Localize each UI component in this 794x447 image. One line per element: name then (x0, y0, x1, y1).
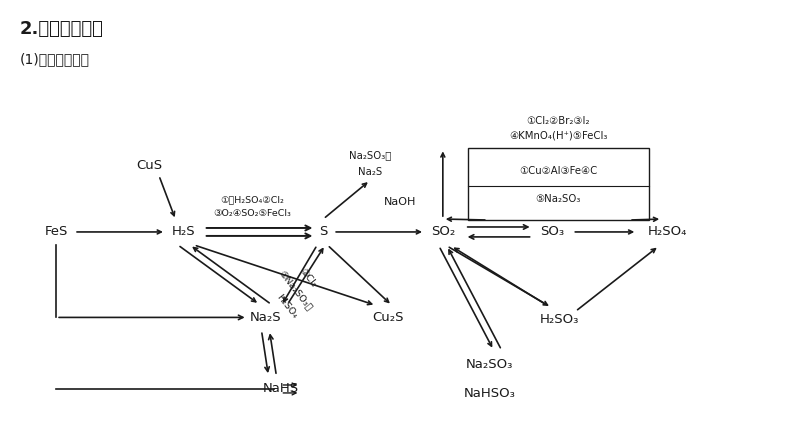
Text: Cu₂S: Cu₂S (372, 311, 404, 324)
Text: CuS: CuS (136, 159, 162, 172)
Text: FeS: FeS (44, 225, 67, 238)
Text: (1)知识网络构建: (1)知识网络构建 (19, 52, 90, 66)
Text: ④KMnO₄(H⁺)⑤FeCl₃: ④KMnO₄(H⁺)⑤FeCl₃ (509, 131, 607, 140)
Text: Na₂SO₃: Na₂SO₃ (466, 358, 514, 371)
Text: NaHSO₃: NaHSO₃ (464, 388, 515, 401)
Bar (468, 148, 649, 220)
Text: H₂SO₄: H₂SO₄ (647, 225, 687, 238)
Text: ①浓H₂SO₄②Cl₂: ①浓H₂SO₄②Cl₂ (221, 196, 284, 205)
Text: ②Cl₂: ②Cl₂ (298, 266, 318, 289)
Text: H₂SO₃: H₂SO₃ (540, 313, 579, 326)
Text: H₂S: H₂S (172, 225, 195, 238)
Text: 2.硫及其化合物: 2.硫及其化合物 (19, 20, 103, 38)
Text: ⑤Na₂SO₃: ⑤Na₂SO₃ (536, 194, 581, 203)
Text: NaHS: NaHS (262, 383, 299, 396)
Text: ①Cu②Al③Fe④C: ①Cu②Al③Fe④C (519, 166, 598, 177)
Text: SO₂: SO₂ (430, 225, 455, 238)
Text: H₂SO₄: H₂SO₄ (274, 293, 299, 320)
Text: NaOH: NaOH (384, 197, 416, 207)
Text: Na₂S: Na₂S (358, 167, 382, 177)
Text: ①Na₂SO₃，: ①Na₂SO₃， (277, 269, 314, 312)
Text: ③O₂④SO₂⑤FeCl₃: ③O₂④SO₂⑤FeCl₃ (214, 209, 291, 218)
Text: Na₂SO₃，: Na₂SO₃， (349, 151, 391, 160)
Text: Na₂S: Na₂S (249, 311, 281, 324)
Text: ①Cl₂②Br₂③I₂: ①Cl₂②Br₂③I₂ (526, 116, 590, 126)
Text: S: S (319, 225, 327, 238)
Text: SO₃: SO₃ (541, 225, 565, 238)
